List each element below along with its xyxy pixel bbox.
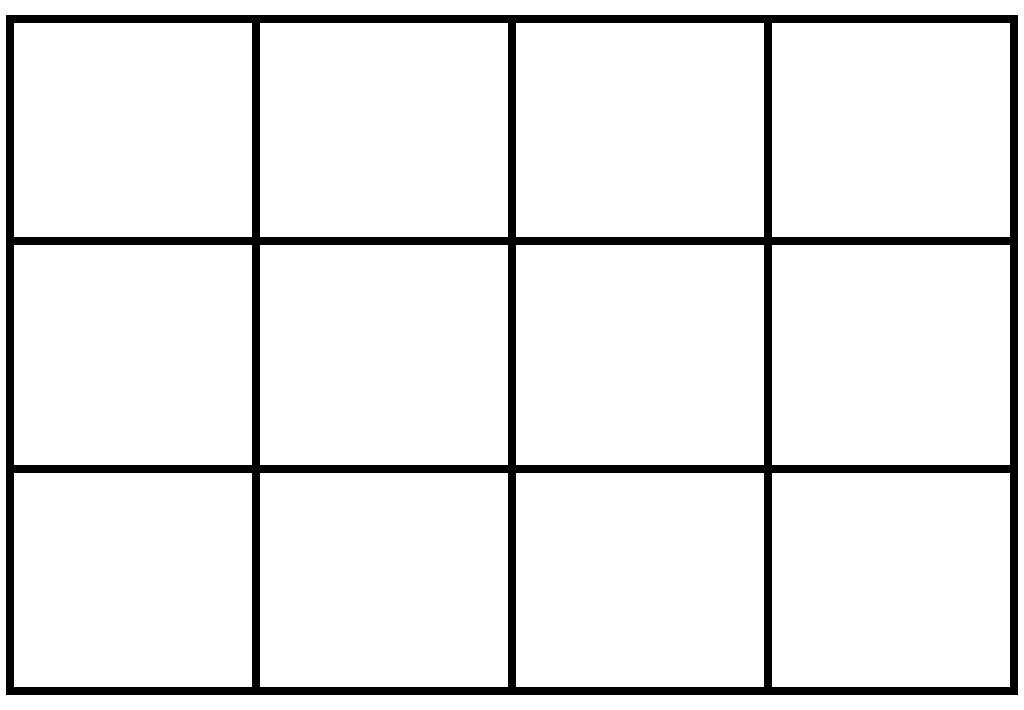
- grid-cell: [512, 23, 768, 241]
- grid-cell: [512, 241, 768, 469]
- grid-container: [6, 15, 1018, 695]
- grid-cell: [14, 23, 256, 241]
- grid-cell: [768, 469, 1010, 687]
- grid-cell: [14, 241, 256, 469]
- grid: [14, 23, 1010, 687]
- grid-cell: [512, 469, 768, 687]
- grid-cell: [14, 469, 256, 687]
- grid-cell: [768, 241, 1010, 469]
- grid-cell: [256, 241, 512, 469]
- grid-cell: [256, 23, 512, 241]
- grid-cell: [256, 469, 512, 687]
- grid-cell: [768, 23, 1010, 241]
